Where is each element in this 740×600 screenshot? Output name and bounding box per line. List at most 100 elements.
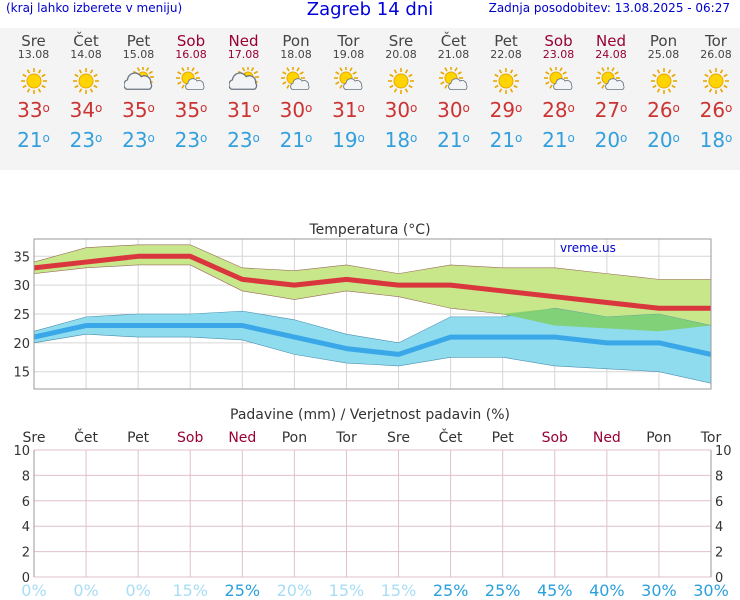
sun-cloud-icon [281, 67, 310, 90]
day-date: 16.08 [175, 48, 207, 61]
x-tick-label: Sre [23, 430, 46, 446]
y-tick-label-right: 2 [715, 546, 723, 561]
max-temperature: 31o [332, 98, 365, 122]
min-temperature: 19o [332, 128, 365, 152]
precip-probability: 25% [485, 581, 521, 600]
y-tick-label-right: 0 [715, 571, 723, 586]
min-temperature: 23o [227, 128, 260, 152]
cloud-sun-icon [228, 67, 259, 90]
sun-icon [493, 68, 519, 94]
min-temperature: 18o [699, 128, 733, 152]
y-tick-label-right: 4 [715, 520, 723, 535]
max-temperature: 26o [699, 98, 733, 122]
max-temperature: 34o [69, 98, 103, 122]
precip-probability: 45% [537, 581, 573, 600]
x-tick-label: Pon [646, 430, 671, 446]
day-column: Ned 17.08 31o 23o [218, 28, 270, 151]
max-temperature: 28o [542, 98, 575, 122]
x-tick-label: Pet [127, 430, 150, 446]
y-tick-label-left: 6 [22, 495, 30, 510]
day-name: Sob [544, 32, 573, 50]
day-name: Pet [126, 32, 151, 50]
day-name: Čet [440, 32, 467, 50]
day-name: Sre [21, 32, 46, 50]
x-tick-label: Ned [228, 430, 256, 446]
min-temperature: 20o [647, 128, 680, 152]
min-temperature-line [33, 323, 712, 357]
y-tick-label-right: 10 [715, 444, 732, 459]
day-column: Tor 26.08 26o 18o [690, 28, 740, 151]
precip-probability: 30% [693, 581, 729, 600]
day-name: Pon [282, 32, 310, 50]
watermark: vreme.us [560, 241, 616, 255]
max-temperature-line [33, 253, 711, 311]
day-name: Tor [705, 32, 727, 50]
y-tick-label-left: 4 [22, 520, 30, 535]
day-date: 19.08 [332, 48, 365, 61]
day-name: Tor [337, 32, 360, 50]
precipitation-chart: Padavine (mm) / Verjetnost padavin (%) S… [13, 407, 732, 600]
day-date: 22.08 [490, 48, 522, 61]
day-date: 21.08 [437, 48, 470, 61]
y-tick-label-right: 6 [715, 495, 723, 510]
sun-cloud-icon [333, 67, 362, 90]
precip-probability: 30% [641, 581, 677, 600]
precip-probability: 0% [73, 581, 98, 600]
temperature-chart: Temperatura (°C) 15 20 25 30 35 vreme.us [13, 222, 712, 390]
day-name: Ned [596, 32, 626, 50]
y-tick-label-left: 0 [22, 571, 30, 586]
page-title: Zagreb 14 dni [306, 0, 434, 20]
day-name: Čet [73, 32, 99, 50]
day-column: Pon 18.08 30o 21o [270, 28, 322, 151]
day-column: Tor 19.08 31o 19o [323, 28, 375, 151]
precip-probability: 0% [21, 581, 46, 600]
day-column: Čet 14.08 34o 23o [60, 28, 112, 151]
max-temperature: 35o [122, 98, 155, 122]
day-column: Čet 21.08 30o 21o [428, 28, 480, 151]
day-column: Sre 13.08 33o 21o [8, 28, 60, 151]
day-date: 20.08 [385, 48, 417, 61]
y-tick-label: 15 [13, 366, 30, 381]
temperature-chart-title: Temperatura (°C) [308, 222, 430, 238]
min-temperature: 18o [384, 128, 418, 152]
x-tick-label: Sre [387, 430, 410, 446]
precip-probability: 15% [381, 581, 417, 600]
day-column: Sre 20.08 30o 18o [375, 28, 427, 151]
precip-probability: 15% [172, 581, 208, 600]
max-temperature: 33o [17, 98, 50, 122]
sun-cloud-icon [543, 67, 572, 90]
x-tick-label: Čet [74, 428, 98, 446]
precip-probability: 25% [433, 581, 469, 600]
min-temperature: 21o [437, 128, 470, 152]
day-date: 24.08 [595, 48, 627, 61]
sun-icon [703, 68, 729, 94]
min-temperature: 21o [17, 128, 50, 152]
day-name: Pon [649, 32, 678, 50]
location-hint: (kraj lahko izberete v meniju) [6, 1, 183, 15]
y-tick-label-right: 8 [715, 469, 723, 484]
precip-probability: 0% [125, 581, 150, 600]
x-tick-label: Sob [177, 430, 203, 446]
day-date: 15.08 [122, 48, 155, 61]
day-date: 23.08 [542, 48, 575, 61]
sun-cloud-icon [438, 67, 467, 90]
day-column: Pet 22.08 29o 21o [480, 28, 532, 151]
precip-probability: 25% [225, 581, 261, 600]
max-temperature: 27o [594, 98, 628, 122]
sun-icon [73, 68, 99, 94]
min-temperature: 23o [69, 128, 103, 152]
day-column: Pet 15.08 35o 23o [113, 28, 165, 151]
y-tick-label-left: 2 [22, 546, 30, 561]
day-date: 14.08 [70, 48, 102, 61]
sun-cloud-icon [596, 67, 625, 90]
y-tick-label: 30 [13, 279, 30, 294]
day-column: Pon 25.08 26o 20o [638, 28, 690, 151]
day-column: Sob 23.08 28o 21o [533, 28, 585, 151]
day-date: 13.08 [17, 48, 50, 61]
max-temperature: 31o [227, 98, 260, 122]
cloud-sun-icon [123, 67, 154, 90]
day-name: Pet [494, 32, 518, 50]
x-tick-label: Tor [700, 430, 722, 446]
sun-icon [388, 68, 414, 94]
x-tick-label: Pon [282, 430, 307, 446]
